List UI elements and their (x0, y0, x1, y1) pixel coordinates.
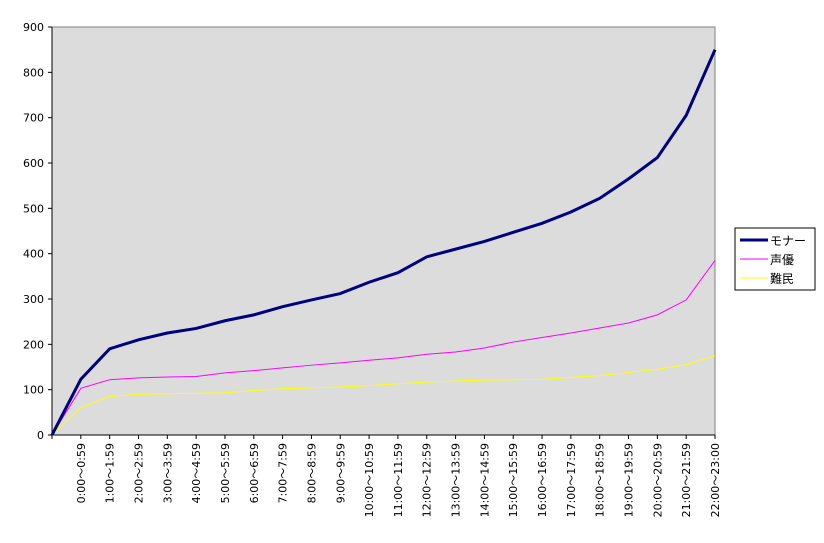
x-tick-label: 22:00～23:00 (709, 443, 722, 517)
y-tick-label: 300 (23, 293, 44, 306)
x-tick-label: 12:00～12:59 (421, 443, 434, 517)
x-tick-label: 10:00～10:59 (363, 443, 376, 517)
legend-label: モナー (770, 234, 806, 248)
series-line (50, 49, 717, 436)
x-tick-label: 16:00～16:59 (536, 443, 549, 517)
x-tick-label: 6:00～6:59 (248, 443, 261, 503)
y-tick-label: 600 (23, 157, 44, 170)
legend-label: 難民 (770, 271, 794, 286)
x-tick-label: 2:00～2:59 (132, 443, 145, 503)
legend-label: 声優 (770, 253, 794, 267)
x-tick-label: 1:00～1:59 (104, 443, 117, 503)
y-tick-label: 0 (37, 429, 44, 442)
x-tick-label: 18:00～18:59 (594, 443, 607, 517)
x-tick-label: 20:00～20:59 (651, 443, 664, 517)
y-tick-label: 800 (23, 66, 44, 79)
y-tick-label: 200 (23, 338, 44, 351)
x-tick-label: 0:00～0:59 (75, 443, 88, 503)
y-tick-label: 700 (23, 112, 44, 125)
y-tick-label: 500 (23, 202, 44, 215)
series-line (51, 355, 716, 436)
x-tick-label: 14:00～14:59 (478, 443, 491, 517)
y-tick-label: 900 (23, 21, 44, 34)
x-tick-label: 7:00～7:59 (277, 443, 290, 503)
y-tick-label: 100 (23, 384, 44, 397)
plot-area (51, 26, 716, 436)
x-tick-label: 21:00～21:59 (680, 443, 693, 517)
x-tick-label: 15:00～15:59 (507, 443, 520, 517)
x-tick-label: 4:00～4:59 (190, 443, 203, 503)
x-tick-label: 17:00～17:59 (565, 443, 578, 517)
series-line (51, 260, 716, 436)
x-tick-label: 9:00～9:59 (334, 443, 347, 503)
y-tick-label: 400 (23, 248, 44, 261)
x-tick-label: 19:00～19:59 (623, 443, 636, 517)
x-tick-label: 13:00～13:59 (450, 443, 463, 517)
x-tick-label: 5:00～5:59 (219, 443, 232, 503)
x-tick-label: 3:00～3:59 (161, 443, 174, 503)
x-tick-label: 8:00～8:59 (305, 443, 318, 503)
x-tick-label: 11:00～11:59 (392, 443, 405, 517)
